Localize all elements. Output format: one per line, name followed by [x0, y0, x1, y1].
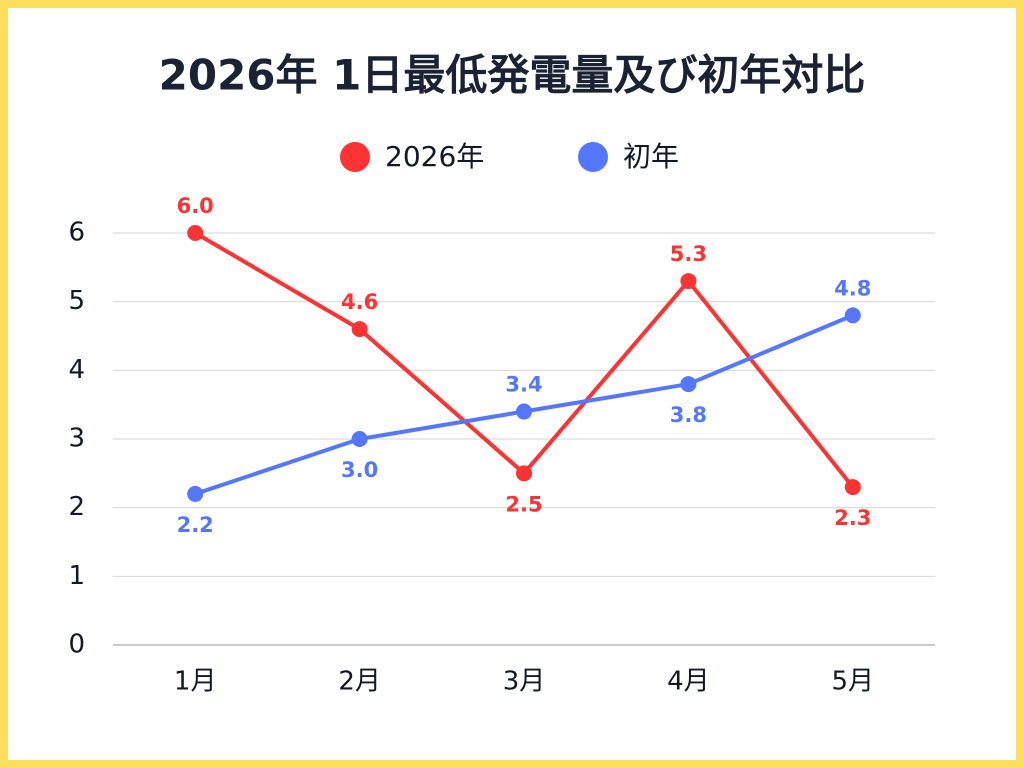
data-label: 2.2: [177, 513, 214, 537]
chart-title: 2026年 1日最低発電量及び初年対比: [159, 51, 866, 100]
data-point: [516, 465, 532, 482]
y-tick-label: 3: [68, 424, 85, 454]
data-point: [844, 479, 861, 496]
y-tick-label: 0: [68, 630, 85, 660]
data-point: [680, 273, 697, 290]
x-tick-label: 3月: [503, 667, 546, 697]
y-tick-label: 6: [68, 218, 85, 248]
y-tick-label: 4: [68, 355, 85, 385]
data-point: [680, 376, 697, 393]
data-label: 4.6: [341, 290, 378, 314]
data-point: [844, 307, 861, 324]
x-tick-label: 1月: [174, 667, 217, 697]
y-tick-label: 1: [68, 561, 85, 591]
x-tick-label: 4月: [667, 667, 710, 697]
data-label: 4.8: [834, 276, 871, 300]
legend-marker: [578, 142, 608, 172]
data-label: 3.0: [341, 458, 378, 482]
data-point: [187, 485, 204, 502]
data-point: [516, 403, 532, 420]
data-label: 3.8: [670, 403, 707, 427]
data-point: [351, 321, 368, 338]
data-label: 3.4: [505, 373, 542, 397]
x-tick-label: 2月: [338, 667, 381, 697]
legend-label: 2026年: [385, 140, 484, 173]
data-point: [351, 431, 368, 447]
data-label: 6.0: [177, 194, 214, 218]
data-label: 2.3: [834, 506, 871, 530]
y-tick-label: 5: [68, 286, 85, 316]
legend-label: 初年: [623, 140, 679, 173]
data-point: [187, 225, 204, 241]
x-tick-label: 5月: [832, 667, 875, 697]
data-label: 2.5: [505, 492, 542, 516]
legend-marker: [340, 142, 370, 172]
y-tick-label: 2: [68, 492, 85, 522]
data-label: 5.3: [670, 242, 707, 266]
